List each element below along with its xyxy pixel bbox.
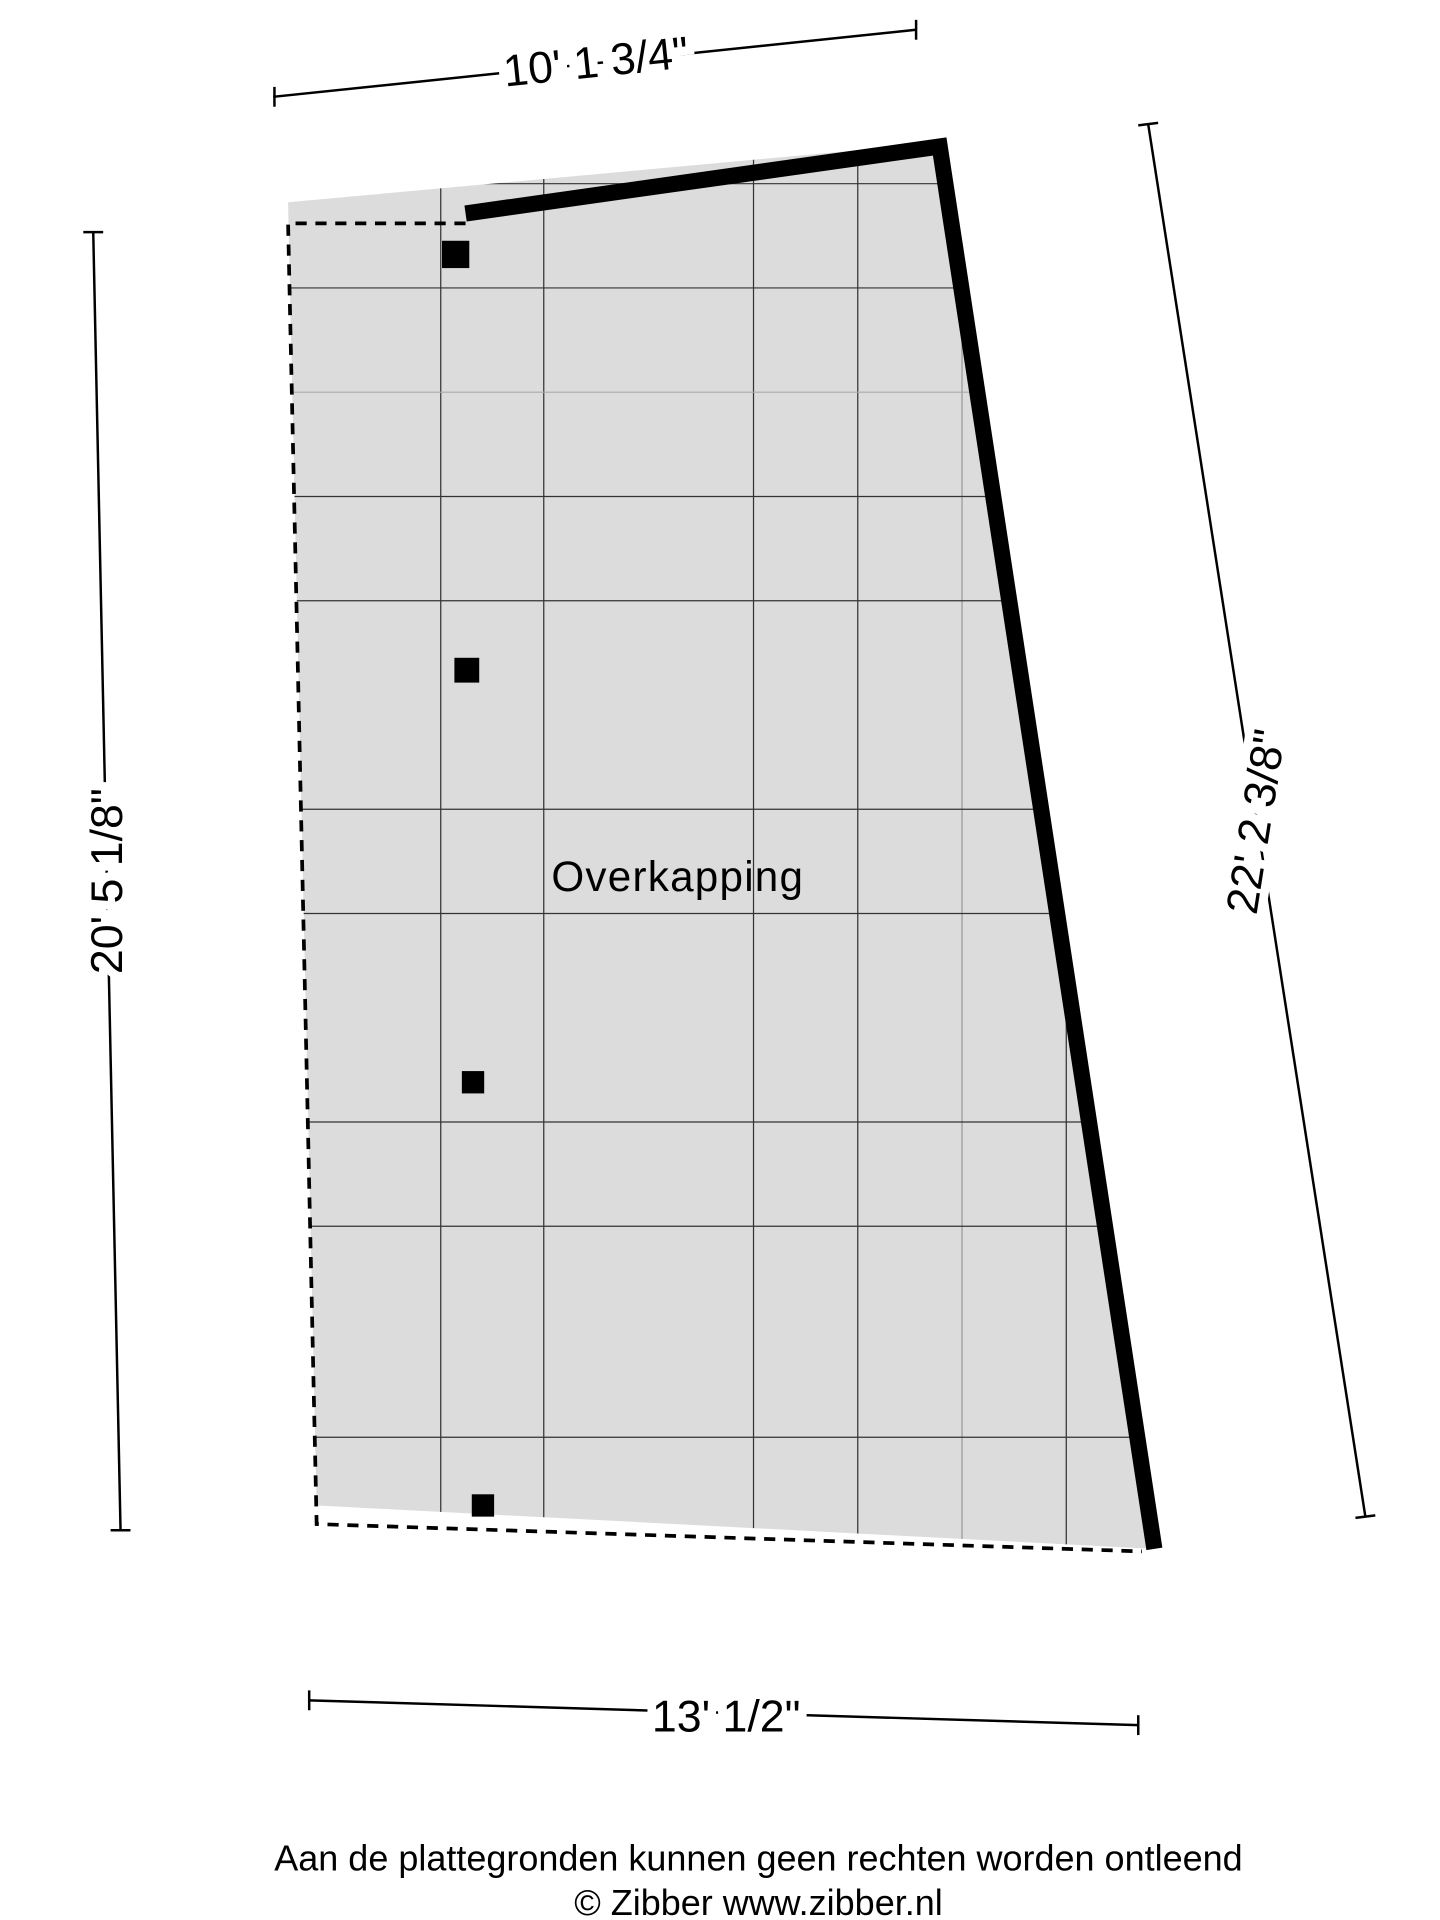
dimension-right: 22' 2 3/8": [1218, 726, 1295, 917]
dimension-lines: [83, 19, 1376, 1736]
room-floor: [288, 142, 1155, 1549]
room-label: Overkapping: [551, 853, 804, 900]
dimension-bottom: 13' 1/2": [652, 1692, 801, 1741]
copyright: © Zibber www.zibber.nl: [574, 1882, 943, 1920]
wall: [464, 137, 1163, 1551]
open-edges: [286, 221, 1143, 1554]
dimension-top: 10' 1 3/4": [501, 28, 691, 96]
disclaimer: Aan de plattegronden kunnen geen rechten…: [274, 1837, 1242, 1878]
columns: [441, 240, 495, 1517]
dimension-left: 20' 5 1/8": [83, 788, 132, 974]
